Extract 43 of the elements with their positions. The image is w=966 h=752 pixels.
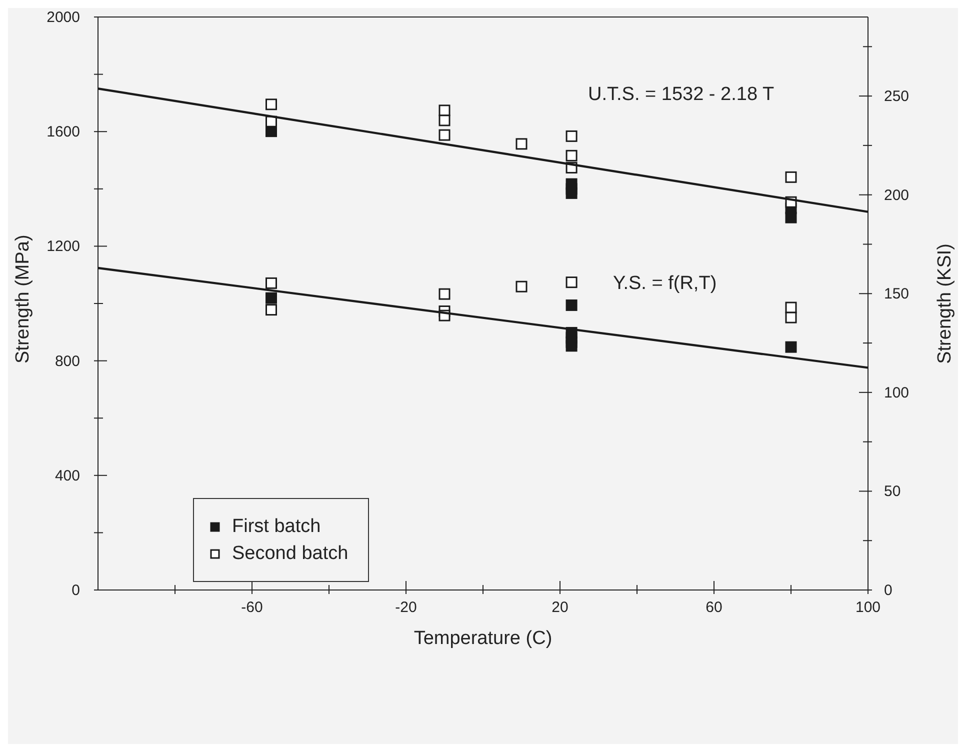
y2-tick-label: 50: [884, 483, 901, 500]
point: [516, 138, 528, 150]
point: [566, 187, 578, 199]
point: [266, 292, 277, 304]
point: [438, 288, 450, 300]
point: [566, 276, 578, 288]
y-tick-label: 800: [54, 352, 80, 370]
y2-tick-label: 0: [884, 582, 892, 599]
y2-axis-title: Strength (KSI): [934, 244, 956, 364]
x-axis-title: Temperature (C): [414, 628, 552, 649]
y2-tick-label: 250: [884, 88, 910, 106]
x-tick-label: 100: [855, 599, 881, 616]
x-tick-label: 60: [706, 599, 722, 616]
point: [785, 212, 797, 224]
point: [785, 312, 797, 324]
annotation: U.T.S. = 1532 - 2.18 T: [588, 84, 774, 106]
y-axis-title: Strength (MPa): [12, 234, 34, 364]
point: [266, 98, 277, 110]
y2-tick-label: 200: [884, 186, 910, 204]
y-tick-label: 0: [72, 582, 80, 599]
y2-tick-label: 100: [884, 384, 910, 402]
point: [438, 114, 450, 126]
point: [266, 304, 277, 316]
point: [438, 129, 450, 141]
y-tick-label: 1600: [46, 124, 80, 141]
annotation: Y.S. = f(R,T): [613, 273, 717, 295]
point: [785, 171, 797, 183]
point: [566, 150, 578, 162]
y-tick-label: 2000: [46, 9, 80, 26]
point: [566, 299, 578, 311]
legend-label: Second batch: [232, 542, 348, 566]
y-tick-label: 1200: [46, 238, 80, 256]
point: [516, 280, 528, 292]
point: [566, 130, 578, 142]
legend-label: First batch: [232, 515, 321, 539]
y2-tick-label: 150: [884, 286, 910, 303]
point: [266, 277, 277, 289]
point: [566, 340, 578, 352]
x-tick-label: -20: [395, 599, 417, 616]
x-tick-label: 20: [552, 599, 568, 616]
point: [785, 341, 797, 353]
x-tick-label: -60: [241, 599, 263, 616]
y-tick-label: 400: [54, 467, 80, 484]
